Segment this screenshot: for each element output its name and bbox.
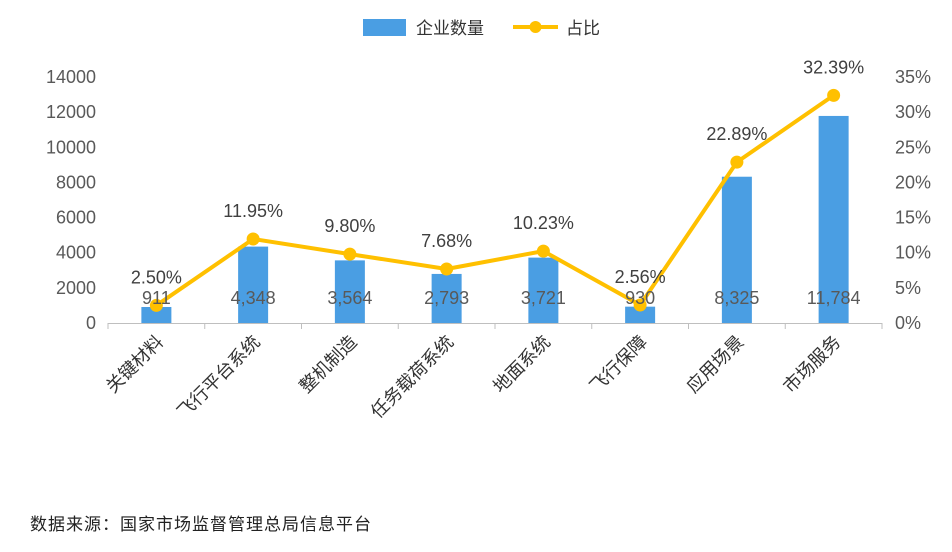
bar	[818, 115, 849, 323]
line-point	[827, 88, 841, 102]
bar-value-label: 2,793	[424, 288, 469, 308]
y-tick-label: 0	[86, 313, 96, 333]
y-tick-label: 8000	[56, 172, 96, 192]
bar-value-label: 8,325	[714, 288, 759, 308]
bar-value-label: 930	[625, 288, 655, 308]
line-point	[730, 155, 744, 169]
line-point	[440, 262, 454, 276]
line-value-label: 9.80%	[324, 216, 375, 236]
legend-line-marker	[529, 21, 542, 33]
y2-tick-label: 35%	[895, 67, 931, 87]
data-labels: 911 4,348 3,564 2,793 3,721 930 8,325 11,784 2.5…	[131, 57, 864, 308]
line-value-label: 22.89%	[706, 124, 767, 144]
line-value-label: 10.23%	[513, 213, 574, 233]
bar-value-label: 11,784	[807, 288, 861, 308]
legend-line-label: 占比	[566, 19, 600, 39]
bar	[238, 246, 269, 323]
x-tick-label: 任务载荷系统	[367, 332, 458, 423]
y-tick-label: 2000	[56, 278, 96, 298]
line-point	[246, 232, 260, 246]
bar	[625, 306, 656, 323]
x-tick-label: 整机制造	[296, 332, 362, 398]
x-tick-label: 应用场景	[683, 332, 749, 398]
y2-tick-label: 25%	[895, 137, 931, 157]
x-tick-label: 关键材料	[102, 332, 168, 398]
legend: 企业数量 占比	[363, 19, 600, 39]
y2-tick-label: 5%	[895, 278, 921, 298]
line-value-label: 32.39%	[803, 57, 864, 77]
bar	[528, 257, 559, 323]
y2-tick-label: 0%	[895, 313, 921, 333]
y2-tick-label: 15%	[895, 208, 931, 228]
y-tick-label: 14000	[46, 67, 96, 87]
x-tick-label: 地面系统	[489, 332, 555, 398]
bar	[721, 176, 752, 323]
x-tick-label: 飞行平台系统	[173, 332, 264, 423]
line-point	[149, 298, 163, 312]
line-point	[633, 298, 647, 312]
y-tick-label: 12000	[46, 102, 96, 122]
line-value-label: 2.56%	[615, 267, 666, 287]
x-tick-label: 市场服务	[779, 332, 845, 398]
line-value-label: 2.50%	[131, 267, 182, 287]
x-tick-label: 飞行保障	[586, 332, 652, 398]
y-tick-label: 6000	[56, 208, 96, 228]
y2-tick-label: 20%	[895, 172, 931, 192]
line-value-label: 11.95%	[223, 201, 283, 221]
y-axis-right: 0% 5% 10% 15% 20% 25% 30% 35%	[895, 67, 931, 333]
bar	[334, 260, 365, 323]
line-value-label: 7.68%	[421, 231, 472, 251]
source-note: 数据来源：国家市场监督管理总局信息平台	[30, 515, 372, 535]
chart: 企业数量 占比 02000400060008000100001200014000 …	[46, 19, 931, 423]
legend-bar-label: 企业数量	[416, 19, 484, 39]
y2-tick-label: 10%	[895, 243, 931, 263]
y-axis-left: 0 2000 4000 6000 8000 10000 12000 14000	[46, 67, 96, 333]
y-tick-label: 4000	[56, 243, 96, 263]
y-tick-label: 10000	[46, 137, 96, 157]
line-point	[343, 247, 357, 261]
y2-tick-label: 30%	[895, 102, 931, 122]
line-point	[536, 244, 550, 258]
bar-series	[141, 115, 849, 323]
bar-value-label: 3,564	[327, 288, 372, 308]
line-series	[149, 88, 841, 312]
bar-value-label: 3,721	[521, 288, 566, 308]
line-path	[155, 93, 835, 308]
bar	[431, 273, 462, 323]
legend-bar-swatch	[363, 19, 406, 36]
bar-value-label: 4,348	[231, 288, 276, 308]
bar-value-label: 911	[142, 288, 171, 308]
x-axis: 关键材料 飞行平台系统 整机制造 任务载荷系统 地面系统 飞行保障 应用场景 市场服务	[102, 323, 883, 423]
bar	[141, 306, 172, 323]
